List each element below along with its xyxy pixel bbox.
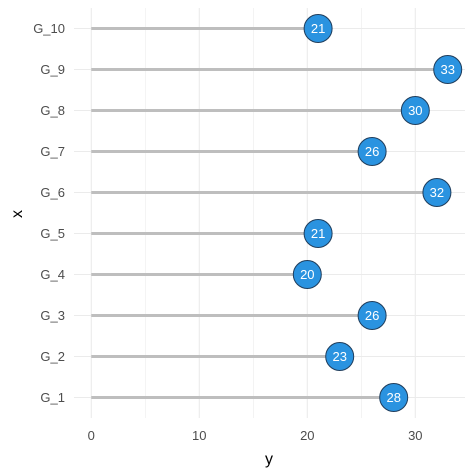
y-tick-label: G_8 bbox=[40, 103, 65, 118]
x-tick-label: 20 bbox=[300, 428, 314, 443]
value-label-G_6: 32 bbox=[430, 185, 444, 200]
stems bbox=[91, 27, 448, 399]
y-tick-labels: G_1 G_2 G_3 G_4 G_5 G_6 G_7 G_8 G_9 G_10 bbox=[33, 21, 65, 405]
y-tick-label: G_5 bbox=[40, 226, 65, 241]
y-axis-title: x bbox=[9, 210, 26, 218]
y-tick-label: G_9 bbox=[40, 62, 65, 77]
value-label-G_3: 26 bbox=[365, 308, 379, 323]
value-label-G_4: 20 bbox=[300, 267, 314, 282]
value-label-G_5: 21 bbox=[311, 226, 325, 241]
value-label-G_1: 28 bbox=[386, 390, 400, 405]
point-G_6 bbox=[422, 178, 452, 207]
value-label-G_10: 21 bbox=[311, 21, 325, 36]
x-axis-title: y bbox=[265, 451, 273, 468]
y-tick-label: G_4 bbox=[40, 267, 65, 282]
value-label-G_2: 23 bbox=[332, 349, 346, 364]
point-G_1 bbox=[379, 383, 409, 412]
y-tick-label: G_2 bbox=[40, 349, 65, 364]
x-tick-label: 0 bbox=[88, 428, 95, 443]
value-label-G_7: 26 bbox=[365, 144, 379, 159]
value-label-G_8: 30 bbox=[408, 103, 422, 118]
point-G_9 bbox=[433, 55, 463, 84]
y-tick-label: G_6 bbox=[40, 185, 65, 200]
point-G_8 bbox=[400, 96, 430, 125]
point-G_2 bbox=[325, 342, 355, 371]
y-tick-label: G_3 bbox=[40, 308, 65, 323]
point-G_7 bbox=[357, 137, 387, 166]
y-tick-label: G_1 bbox=[40, 390, 65, 405]
points: 28 23 26 20 21 32 26 30 33 21 bbox=[292, 14, 463, 412]
x-tick-label: 30 bbox=[408, 428, 422, 443]
y-tick-label: G_10 bbox=[33, 21, 65, 36]
value-label-G_9: 33 bbox=[440, 62, 454, 77]
point-G_4 bbox=[292, 260, 322, 289]
x-tick-label: 10 bbox=[192, 428, 206, 443]
point-G_5 bbox=[303, 219, 333, 248]
y-tick-label: G_7 bbox=[40, 144, 65, 159]
point-G_10 bbox=[303, 14, 333, 43]
x-tick-labels: 0 10 20 30 bbox=[88, 428, 423, 443]
point-G_3 bbox=[357, 301, 387, 330]
